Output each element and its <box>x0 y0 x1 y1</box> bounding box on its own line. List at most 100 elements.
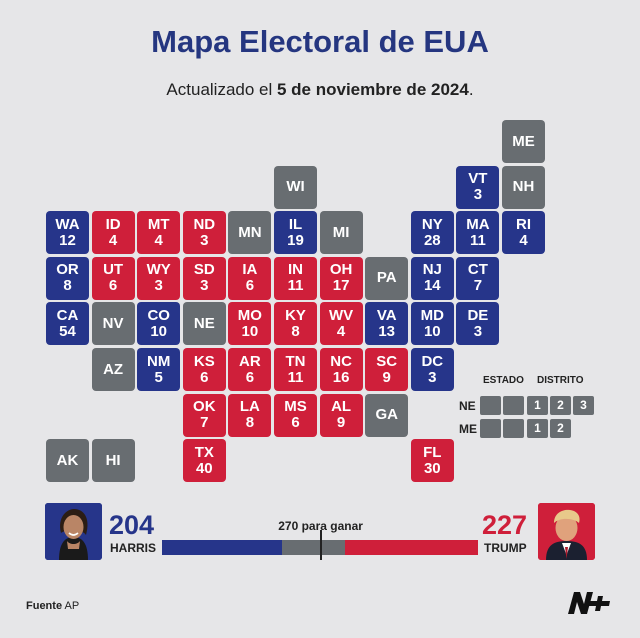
state-tile-de[interactable]: DE 3 <box>456 302 500 346</box>
state-abbr: OK <box>193 398 216 416</box>
state-tile-nm[interactable]: NM 5 <box>137 348 181 391</box>
state-abbr: VT <box>468 170 488 188</box>
state-electoral-votes: 40 <box>195 459 213 477</box>
state-electoral-votes: 3 <box>428 368 437 386</box>
state-tile-hi[interactable]: HI <box>91 439 135 483</box>
state-tile-ut[interactable]: UT 6 <box>91 256 135 300</box>
state-tile-co[interactable]: CO 10 <box>137 302 181 346</box>
page-subtitle: Actualizado el 5 de noviembre de 2024. <box>0 80 640 100</box>
state-abbr: DE <box>467 306 489 324</box>
state-tile-mn[interactable]: MN <box>228 211 272 255</box>
state-electoral-votes: 10 <box>241 322 259 340</box>
state-tile-tn[interactable]: TN 11 <box>274 348 317 391</box>
state-tile-ri[interactable]: RI 4 <box>502 211 545 255</box>
state-abbr: LA <box>239 398 260 416</box>
state-electoral-votes: 28 <box>423 231 441 249</box>
state-tile-mi[interactable]: MI <box>319 211 363 255</box>
state-tile-ak[interactable]: AK <box>46 439 89 483</box>
state-abbr: AK <box>56 451 79 469</box>
state-tile-ny[interactable]: NY 28 <box>410 211 454 255</box>
state-electoral-votes: 16 <box>332 368 350 386</box>
state-electoral-votes: 6 <box>245 368 255 386</box>
state-tile-sc[interactable]: SC 9 <box>365 348 409 391</box>
state-abbr: GA <box>375 406 398 424</box>
state-abbr: MN <box>238 223 262 241</box>
state-tile-nj[interactable]: NJ 14 <box>410 256 454 300</box>
state-abbr: SD <box>193 261 215 279</box>
state-tile-nc[interactable]: NC 16 <box>319 348 363 391</box>
state-abbr: NJ <box>422 261 442 279</box>
state-tile-pa[interactable]: PA <box>365 256 409 300</box>
state-tile-ms[interactable]: MS 6 <box>274 393 317 437</box>
state-tile-sd[interactable]: SD 3 <box>182 256 226 300</box>
state-abbr: NY <box>421 215 443 233</box>
state-tile-dc[interactable]: DC 3 <box>410 348 454 391</box>
state-tile-va[interactable]: VA 13 <box>365 302 409 346</box>
source-value: AP <box>64 600 80 612</box>
state-tile-fl[interactable]: FL 30 <box>410 439 454 483</box>
state-tile-or[interactable]: OR 8 <box>46 256 89 300</box>
state-electoral-votes: 3 <box>473 322 483 340</box>
subtitle-date: 5 de noviembre de 2024 <box>277 80 469 99</box>
state-abbr: WA <box>55 215 80 233</box>
state-tile-oh[interactable]: OH 17 <box>319 256 363 300</box>
state-tile-ct[interactable]: CT 7 <box>456 256 500 300</box>
state-tile-la[interactable]: LA 8 <box>228 393 272 437</box>
state-tile-ne[interactable]: NE <box>182 302 226 346</box>
state-tile-md[interactable]: MD 10 <box>410 302 454 346</box>
state-electoral-votes: 8 <box>63 277 72 295</box>
trump-name: TRUMP <box>484 541 527 555</box>
state-abbr: WV <box>329 306 354 324</box>
state-abbr: IL <box>288 215 303 233</box>
state-tile-nh[interactable]: NH <box>502 165 545 209</box>
state-tile-mt[interactable]: MT 4 <box>137 211 181 255</box>
state-electoral-votes: 7 <box>473 277 483 295</box>
state-electoral-votes: 14 <box>423 277 441 295</box>
state-tile-wa[interactable]: WA 12 <box>46 211 89 255</box>
state-abbr: WY <box>146 261 171 279</box>
state-tile-ga[interactable]: GA <box>365 393 409 437</box>
state-abbr: VA <box>376 306 397 324</box>
state-tile-nd[interactable]: ND 3 <box>182 211 226 255</box>
legend-ne-district-3: 3 <box>573 396 594 415</box>
state-tile-wy[interactable]: WY 3 <box>137 256 181 300</box>
state-electoral-votes: 3 <box>154 277 163 295</box>
state-tile-in[interactable]: IN 11 <box>274 256 317 300</box>
legend-distrito-label: DISTRITO <box>537 375 584 386</box>
state-tile-id[interactable]: ID 4 <box>91 211 135 255</box>
state-tile-ca[interactable]: CA 54 <box>46 302 89 346</box>
state-electoral-votes: 9 <box>336 414 346 432</box>
state-tile-vt[interactable]: VT 3 <box>456 165 500 209</box>
harris-name: HARRIS <box>110 541 157 555</box>
state-tile-ky[interactable]: KY 8 <box>274 302 317 346</box>
subtitle-suffix: . <box>468 80 474 99</box>
state-abbr: DC <box>421 352 444 370</box>
state-electoral-votes: 10 <box>423 322 441 340</box>
state-tile-wi[interactable]: WI <box>274 165 317 209</box>
state-tile-mo[interactable]: MO 10 <box>228 302 272 346</box>
state-tile-me[interactable]: ME <box>502 120 545 163</box>
state-tile-ks[interactable]: KS 6 <box>182 348 226 391</box>
state-abbr: MS <box>284 398 307 416</box>
state-abbr: AL <box>331 398 352 416</box>
state-tile-al[interactable]: AL 9 <box>319 393 363 437</box>
subtitle-prefix: Actualizado el <box>166 80 277 99</box>
state-tile-il[interactable]: IL 19 <box>274 211 317 255</box>
state-tile-ia[interactable]: IA 6 <box>228 256 272 300</box>
legend-ne-district-2: 2 <box>550 396 571 415</box>
state-abbr: TN <box>285 352 306 370</box>
state-tile-tx[interactable]: TX 40 <box>182 439 226 483</box>
state-electoral-votes: 6 <box>200 368 209 386</box>
state-electoral-votes: 10 <box>150 322 168 340</box>
state-abbr: FL <box>423 443 442 461</box>
state-tile-az[interactable]: AZ <box>91 348 135 391</box>
state-electoral-votes: 4 <box>336 322 346 340</box>
state-tile-ma[interactable]: MA 11 <box>456 211 500 255</box>
state-electoral-votes: 7 <box>200 414 209 432</box>
state-tile-nv[interactable]: NV <box>91 302 135 346</box>
state-tile-ok[interactable]: OK 7 <box>182 393 226 437</box>
state-tile-wv[interactable]: WV 4 <box>319 302 363 346</box>
state-tile-ar[interactable]: AR 6 <box>228 348 272 391</box>
state-abbr: NV <box>102 314 124 332</box>
state-electoral-votes: 3 <box>473 186 483 204</box>
